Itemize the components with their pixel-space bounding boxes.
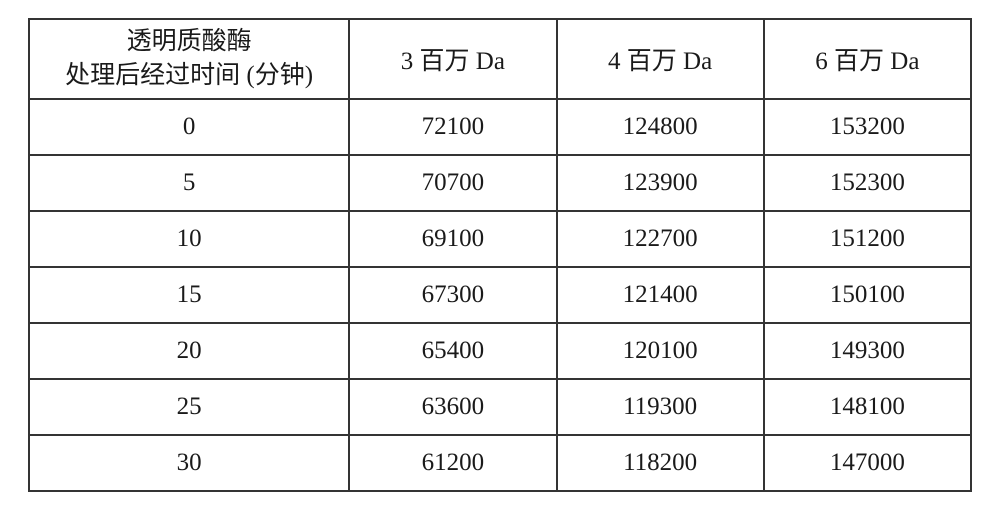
- header-cell-6m: 6 百万 Da: [764, 19, 971, 99]
- table-cell: 123900: [557, 155, 764, 211]
- table-cell: 70700: [349, 155, 556, 211]
- table-cell: 120100: [557, 323, 764, 379]
- table-cell: 122700: [557, 211, 764, 267]
- table-cell: 65400: [349, 323, 556, 379]
- table-cell: 72100: [349, 99, 556, 155]
- table-cell: 153200: [764, 99, 971, 155]
- table-cell: 119300: [557, 379, 764, 435]
- table-cell: 147000: [764, 435, 971, 491]
- table-cell: 5: [29, 155, 349, 211]
- table-cell: 61200: [349, 435, 556, 491]
- table-row: 2563600119300148100: [29, 379, 971, 435]
- table-cell: 148100: [764, 379, 971, 435]
- table-cell: 149300: [764, 323, 971, 379]
- header-time-line2: 处理后经过时间 (分钟): [30, 59, 348, 93]
- header-time-line1: 透明质酸酶: [30, 25, 348, 59]
- table-cell: 30: [29, 435, 349, 491]
- table-cell: 0: [29, 99, 349, 155]
- table-cell: 67300: [349, 267, 556, 323]
- table-cell: 25: [29, 379, 349, 435]
- header-cell-4m: 4 百万 Da: [557, 19, 764, 99]
- table-cell: 10: [29, 211, 349, 267]
- header-cell-time: 透明质酸酶 处理后经过时间 (分钟): [29, 19, 349, 99]
- table-cell: 124800: [557, 99, 764, 155]
- header-cell-3m: 3 百万 Da: [349, 19, 556, 99]
- table-row: 570700123900152300: [29, 155, 971, 211]
- table-cell: 152300: [764, 155, 971, 211]
- table-cell: 150100: [764, 267, 971, 323]
- data-table: 透明质酸酶 处理后经过时间 (分钟) 3 百万 Da 4 百万 Da 6 百万 …: [28, 18, 972, 492]
- table-row: 1069100122700151200: [29, 211, 971, 267]
- table-cell: 15: [29, 267, 349, 323]
- table-row: 072100124800153200: [29, 99, 971, 155]
- table-cell: 69100: [349, 211, 556, 267]
- table-row: 3061200118200147000: [29, 435, 971, 491]
- table-cell: 121400: [557, 267, 764, 323]
- table-cell: 63600: [349, 379, 556, 435]
- table-cell: 20: [29, 323, 349, 379]
- table-row: 1567300121400150100: [29, 267, 971, 323]
- table-header-row: 透明质酸酶 处理后经过时间 (分钟) 3 百万 Da 4 百万 Da 6 百万 …: [29, 19, 971, 99]
- table-cell: 151200: [764, 211, 971, 267]
- table-row: 2065400120100149300: [29, 323, 971, 379]
- table-cell: 118200: [557, 435, 764, 491]
